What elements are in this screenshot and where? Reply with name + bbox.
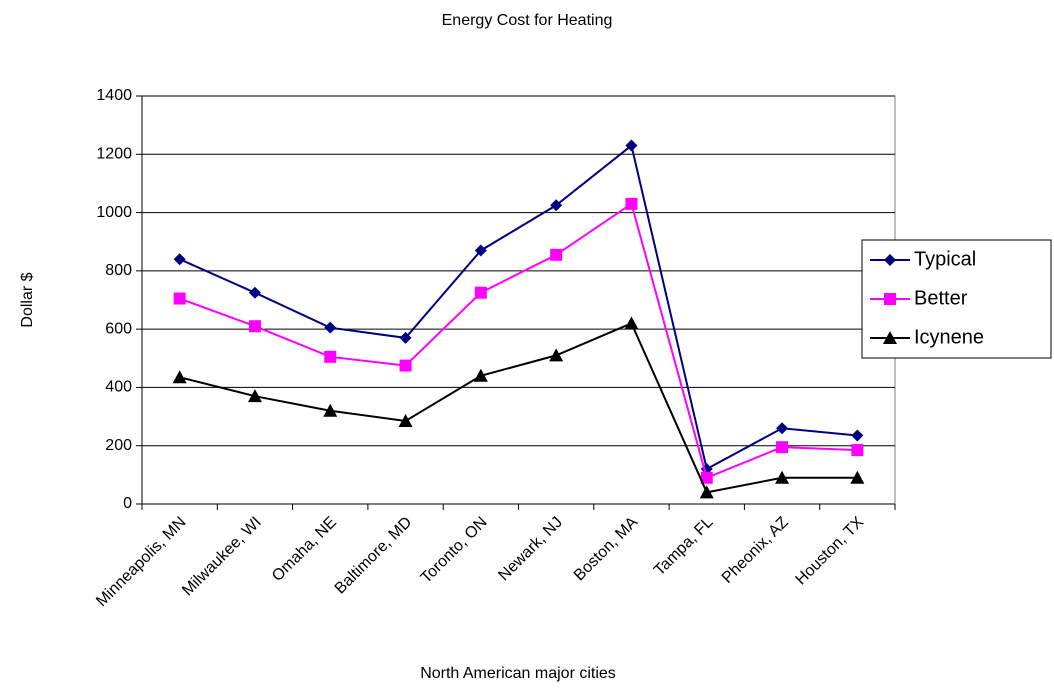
series-line bbox=[179, 202, 858, 480]
marker bbox=[624, 316, 639, 330]
marker bbox=[775, 470, 790, 484]
y-tick-label: 0 bbox=[123, 495, 132, 512]
marker bbox=[248, 286, 261, 299]
marker bbox=[700, 471, 713, 484]
marker bbox=[247, 389, 262, 403]
marker bbox=[883, 331, 897, 344]
marker bbox=[324, 350, 337, 363]
x-axis-label: North American major cities bbox=[420, 665, 616, 682]
marker bbox=[884, 293, 896, 305]
marker bbox=[248, 320, 261, 333]
x-tick-label: Minneapolis, MN bbox=[93, 514, 189, 610]
marker bbox=[399, 331, 412, 344]
marker bbox=[851, 444, 864, 457]
legend: Typical Better Icynene bbox=[861, 239, 1052, 359]
series-line bbox=[179, 322, 858, 494]
x-tick-label: Pheonix, AZ bbox=[719, 514, 792, 587]
marker bbox=[550, 248, 563, 261]
marker bbox=[625, 197, 638, 210]
legend-label: Icynene bbox=[914, 326, 984, 348]
marker bbox=[884, 254, 896, 266]
series-line bbox=[179, 143, 858, 471]
marker bbox=[625, 139, 638, 152]
y-axis-label: Dollar $ bbox=[19, 272, 36, 327]
x-tick-label: Milwaukee, WI bbox=[179, 514, 265, 600]
marker bbox=[398, 413, 413, 427]
x-tick-label: Omaha, NE bbox=[269, 514, 340, 585]
marker bbox=[324, 321, 337, 334]
y-tick-label: 600 bbox=[105, 320, 132, 337]
marker bbox=[474, 286, 487, 299]
y-tick-label: 800 bbox=[105, 262, 132, 279]
marker bbox=[850, 470, 865, 484]
y-tick-label: 400 bbox=[105, 379, 132, 396]
marker bbox=[474, 244, 487, 257]
marker bbox=[549, 348, 564, 362]
y-tick-label: 1200 bbox=[96, 146, 132, 163]
x-tick-label: Baltimore, MD bbox=[332, 514, 416, 598]
x-tick-label: Tampa, FL bbox=[651, 514, 717, 580]
y-tick-label: 1400 bbox=[96, 87, 132, 104]
x-tick-label: Boston, MA bbox=[571, 514, 642, 585]
legend-label: Better bbox=[914, 287, 968, 309]
marker bbox=[776, 422, 789, 435]
marker bbox=[550, 199, 563, 212]
x-tick-label: Newark, NJ bbox=[495, 514, 566, 585]
y-tick-label: 1000 bbox=[96, 204, 132, 221]
marker bbox=[172, 370, 187, 384]
marker bbox=[473, 368, 488, 382]
marker bbox=[399, 359, 412, 372]
marker bbox=[173, 253, 186, 266]
marker bbox=[851, 429, 864, 442]
marker bbox=[323, 403, 338, 417]
y-tick-label: 200 bbox=[105, 437, 132, 454]
chart-title: Energy Cost for Heating bbox=[442, 12, 613, 29]
legend-label: Typical bbox=[914, 248, 976, 270]
marker bbox=[699, 485, 714, 499]
x-tick-label: Houston, TX bbox=[792, 514, 867, 589]
x-tick-label: Toronto, ON bbox=[418, 514, 491, 587]
marker bbox=[776, 441, 789, 454]
marker bbox=[173, 292, 186, 305]
